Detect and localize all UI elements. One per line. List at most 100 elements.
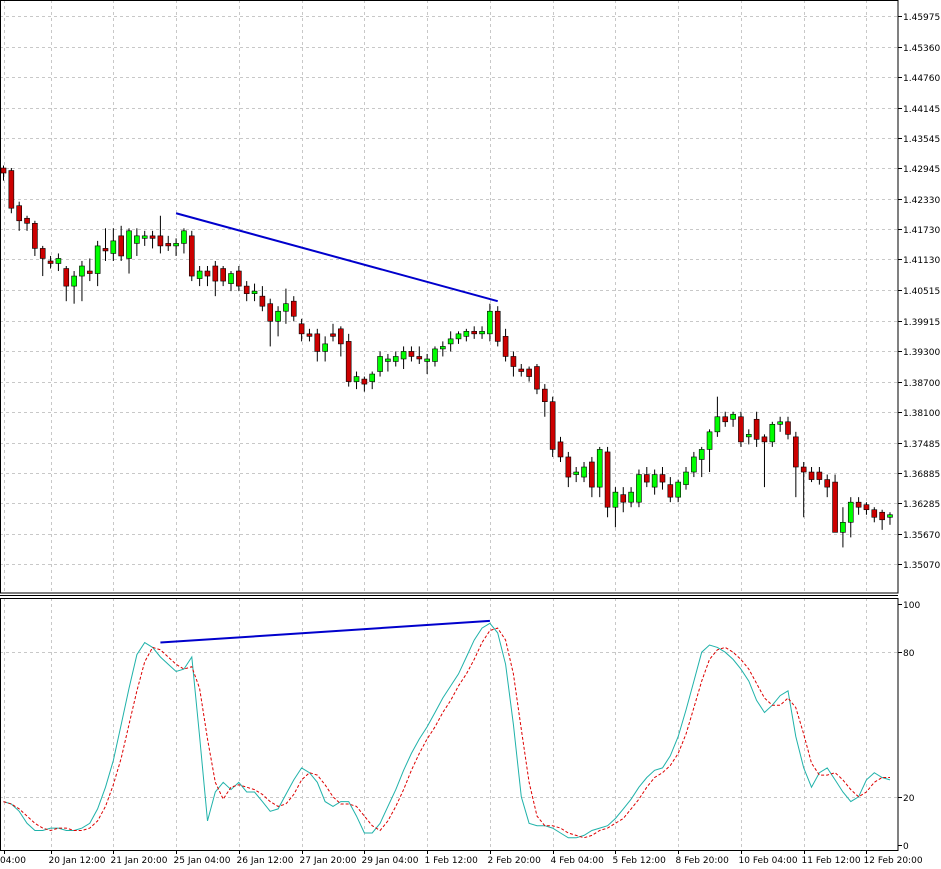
- candle-body-bearish: [494, 310, 501, 342]
- price-tick-label: 1.42330: [903, 196, 940, 206]
- price-grid: [0, 0, 898, 593]
- candle: [338, 326, 344, 357]
- candle-body-bearish: [643, 474, 650, 483]
- oscillator-panel-frame: [0, 598, 899, 851]
- candle-body-bullish: [447, 338, 454, 345]
- candle: [188, 230, 195, 282]
- candle-body-bullish: [691, 456, 697, 473]
- candle-body-bearish: [212, 265, 219, 282]
- candle: [416, 346, 423, 364]
- candle: [102, 228, 109, 261]
- price-tick-label: 1.39915: [903, 318, 940, 328]
- candle-body-bearish: [557, 441, 564, 458]
- price-tick-label: 1.36285: [903, 500, 940, 510]
- candle: [675, 479, 681, 503]
- candle: [628, 487, 634, 508]
- candle-body-bearish: [188, 235, 195, 277]
- candle-body-bearish: [824, 479, 831, 488]
- candle: [604, 446, 611, 518]
- candle: [855, 497, 862, 515]
- candle-body-bearish: [165, 243, 172, 247]
- candle: [377, 351, 383, 377]
- time-tick-label: 8 Feb 20:00: [676, 856, 730, 866]
- time-tick-label: 26 Jan 12:00: [237, 856, 294, 866]
- candle: [840, 507, 846, 548]
- candle: [683, 467, 689, 490]
- candle: [589, 456, 595, 498]
- candle-body-bearish: [871, 509, 878, 518]
- candle-body-bullish: [730, 413, 736, 420]
- candle-body-bullish: [400, 351, 407, 360]
- candle: [542, 384, 548, 417]
- time-tick-label: 2 Feb 20:00: [488, 856, 542, 866]
- candle: [738, 411, 744, 447]
- candle-body-bullish: [573, 471, 579, 475]
- price-tick-label: 1.43545: [903, 135, 940, 145]
- candle-body-bearish: [16, 205, 22, 222]
- candle: [785, 416, 791, 440]
- candle: [832, 474, 838, 533]
- candle: [659, 467, 666, 490]
- candle-body-bullish: [196, 270, 203, 279]
- candle-body-bearish: [149, 235, 156, 239]
- candle-body-bearish: [604, 451, 611, 508]
- price-tick-label: 1.44760: [903, 74, 940, 84]
- candle: [204, 266, 211, 287]
- candle-body-bearish: [549, 401, 556, 450]
- candle: [361, 376, 368, 392]
- candle: [196, 266, 203, 287]
- candle-body-bearish: [361, 378, 368, 385]
- candle: [345, 333, 352, 387]
- candle: [777, 416, 783, 432]
- candle-body-bearish: [518, 368, 525, 372]
- candle: [306, 328, 313, 342]
- candle: [126, 228, 132, 274]
- candle-body-bearish: [659, 474, 666, 483]
- time-axis-labels: 04:00 20 Jan 12:00 21 Jan 20:00 25 Jan 04:0…: [0, 850, 923, 866]
- candle-body-bearish: [542, 388, 548, 402]
- candle-body-bearish: [290, 300, 297, 317]
- candle-body-bearish: [243, 285, 250, 294]
- time-tick-label: 29 Jan 04:00: [362, 856, 419, 866]
- candle: [330, 323, 336, 342]
- candle: [808, 467, 815, 483]
- price-tick-label: 1.35670: [903, 531, 940, 541]
- candle-body-bearish: [785, 421, 791, 435]
- candle-body-bullish: [581, 466, 587, 478]
- frames: [0, 0, 899, 851]
- candle-body-bullish: [322, 343, 328, 352]
- candle: [8, 168, 15, 214]
- candle-body-bullish: [141, 235, 148, 239]
- candle: [793, 431, 799, 498]
- oscillator-lines: [3, 622, 891, 839]
- candle-body-bullish: [840, 521, 846, 533]
- candle: [141, 230, 148, 246]
- candle: [236, 266, 242, 292]
- candle: [251, 283, 258, 302]
- time-tick-label: 5 Feb 12:00: [613, 856, 667, 866]
- candle-body-bearish: [620, 494, 627, 503]
- candle: [800, 461, 807, 518]
- candle: [16, 201, 22, 231]
- candle: [596, 446, 603, 498]
- time-tick-label: 27 Jan 20:00: [300, 856, 357, 866]
- candle-body-bullish: [424, 358, 430, 362]
- candle-body-bullish: [251, 290, 258, 294]
- candle-body-bearish: [408, 351, 415, 357]
- candle: [259, 286, 266, 312]
- candle-body-bullish: [487, 310, 493, 335]
- candle-body-bearish: [204, 270, 211, 277]
- candle: [24, 215, 30, 231]
- candle: [565, 451, 572, 488]
- candle: [816, 467, 823, 485]
- candle: [322, 336, 328, 362]
- time-tick-label: 04:00: [0, 856, 26, 866]
- candle: [573, 467, 579, 483]
- candle-body-bullish: [698, 449, 705, 460]
- candle-body-bullish: [455, 333, 462, 340]
- time-tick-label: 25 Jan 04:00: [174, 856, 231, 866]
- candle-body-bearish: [589, 461, 595, 488]
- candle-body-bearish: [722, 416, 729, 423]
- candle-body-bullish: [228, 273, 234, 284]
